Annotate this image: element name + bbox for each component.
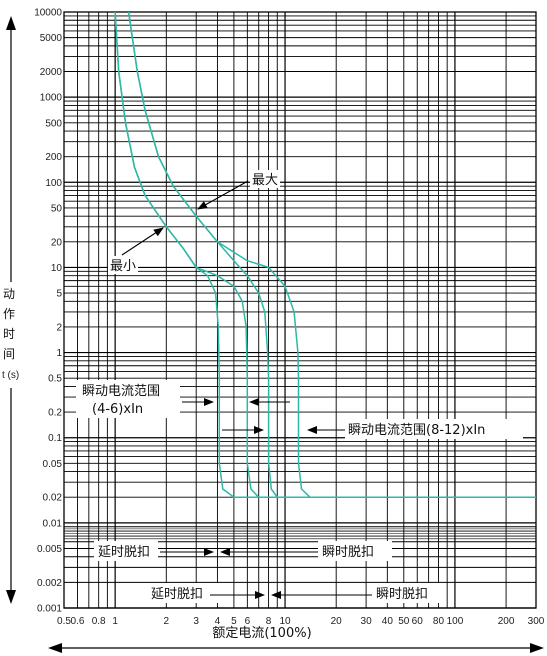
y-tick-label: 0.05 xyxy=(43,459,63,470)
y-axis-char-3: 时 xyxy=(3,327,15,341)
y-tick-label: 5 xyxy=(56,289,62,300)
x-axis-ticks: 0.5 0.6 0.8 1 2 3 4 5 6 8 10 20 30 40 50 60 80 100 200 300 xyxy=(57,616,545,627)
instant-trip-label-1: 瞬时脱扣 xyxy=(322,545,374,560)
y-axis-char-1: 动 xyxy=(3,287,15,301)
annotations: 最大 最小 瞬动电流范围 (4-6)xIn 瞬动电流范围(8-12)xIn 延时… xyxy=(76,170,523,603)
x-axis-arrow-left-icon xyxy=(48,643,62,653)
x-axis-arrow-right-icon xyxy=(530,643,544,653)
y-tick-label: 0.5 xyxy=(48,374,62,385)
series-line xyxy=(114,11,536,498)
y-axis-arrow-down-icon xyxy=(6,590,16,604)
max-arrow xyxy=(197,180,249,210)
y-tick-label: 0.001 xyxy=(37,604,62,615)
y-tick-label: 5000 xyxy=(40,33,63,44)
x-axis-label: 额定电流(100%) xyxy=(212,626,311,641)
y-axis-unit: t (s) xyxy=(2,370,19,381)
delay-trip-label-1: 延时脱扣 xyxy=(98,545,150,560)
plot-frame xyxy=(63,11,537,609)
x-tick-label: 2 xyxy=(164,616,170,627)
instant-range-left-line2: (4-6)xIn xyxy=(92,402,143,417)
y-tick-label: 20 xyxy=(51,237,63,248)
y-tick-label: 1000 xyxy=(40,93,63,104)
y-tick-label: 0.1 xyxy=(48,433,62,444)
x-tick-label: 5 xyxy=(231,616,237,627)
curves xyxy=(114,11,536,498)
series-line xyxy=(127,11,536,498)
y-tick-label: 500 xyxy=(45,118,62,129)
min-label: 最小 xyxy=(110,259,136,274)
x-tick-label: 100 xyxy=(447,616,464,627)
x-tick-label: 0.8 xyxy=(92,616,106,627)
y-tick-label: 0.2 xyxy=(48,408,62,419)
x-tick-label: 300 xyxy=(528,616,545,627)
x-tick-label: 80 xyxy=(433,616,445,627)
y-axis-ticks: 10000 5000 2000 1000 500 200 100 50 20 10 5 2 1 0.5 0.… xyxy=(34,8,62,615)
x-tick-label: 6 xyxy=(245,616,251,627)
delay-trip-label-2: 延时脱扣 xyxy=(151,587,203,602)
y-tick-label: 0.02 xyxy=(43,493,63,504)
x-tick-label: 8 xyxy=(266,616,272,627)
x-tick-label: 3 xyxy=(193,616,199,627)
y-tick-label: 2 xyxy=(56,322,62,333)
x-tick-label: 40 xyxy=(382,616,394,627)
x-axis-title: 额定电流(100%) xyxy=(48,626,544,653)
max-label: 最大 xyxy=(252,173,278,188)
x-tick-label: 1 xyxy=(112,616,118,627)
y-tick-label: 0.002 xyxy=(37,578,62,589)
x-tick-label: 10 xyxy=(279,616,291,627)
y-tick-label: 0.005 xyxy=(37,544,62,555)
y-tick-label: 10000 xyxy=(34,8,62,19)
y-tick-label: 0.01 xyxy=(43,518,63,529)
y-tick-label: 2000 xyxy=(40,67,63,78)
x-tick-label: 4 xyxy=(215,616,221,627)
y-tick-label: 50 xyxy=(51,203,63,214)
y-axis-arrow-up-icon xyxy=(6,16,16,30)
x-tick-label: 0.6 xyxy=(70,616,84,627)
x-tick-label: 30 xyxy=(361,616,373,627)
x-tick-label: 200 xyxy=(498,616,515,627)
y-tick-label: 10 xyxy=(51,263,63,274)
y-tick-label: 100 xyxy=(45,178,62,189)
min-arrow xyxy=(121,227,164,256)
y-axis-title: 动 作 时 间 t (s) xyxy=(1,16,23,604)
y-tick-label: 1 xyxy=(56,348,62,359)
y-axis-char-4: 间 xyxy=(3,347,15,361)
x-tick-label: 60 xyxy=(412,616,424,627)
instant-range-left-line1: 瞬动电流范围 xyxy=(82,384,160,399)
x-tick-label: 20 xyxy=(331,616,343,627)
instant-range-right-label: 瞬动电流范围(8-12)xIn xyxy=(348,423,485,438)
y-axis-char-2: 作 xyxy=(3,307,15,321)
y-tick-label: 200 xyxy=(45,152,62,163)
instant-trip-label-2: 瞬时脱扣 xyxy=(376,587,428,602)
x-tick-label: 50 xyxy=(398,616,410,627)
chart-grid xyxy=(63,12,537,609)
x-tick-label: 0.5 xyxy=(57,616,71,627)
